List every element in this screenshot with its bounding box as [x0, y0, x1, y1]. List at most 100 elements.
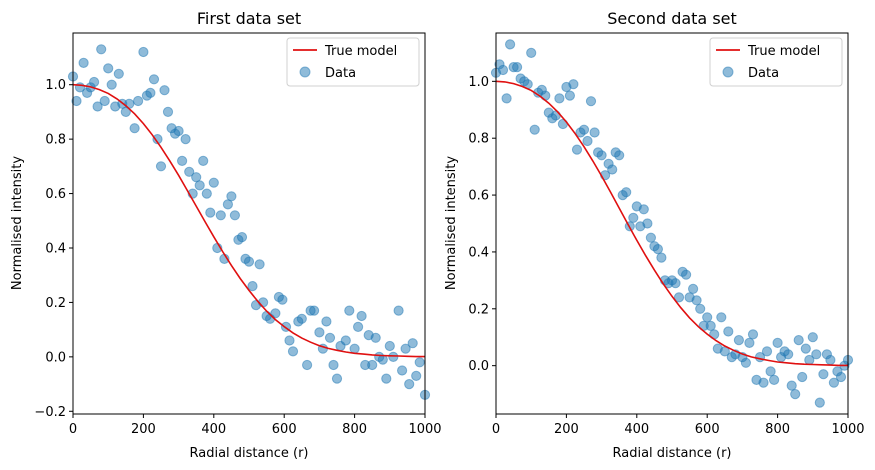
data-point-37 [621, 187, 632, 198]
data-point-66 [309, 305, 320, 316]
data-point-45 [229, 210, 240, 221]
chart-title: First data set [197, 9, 301, 28]
data-point-3 [501, 93, 512, 104]
legend: True model Data [709, 37, 843, 87]
data-point-79 [769, 374, 780, 385]
y-tick-label: 0.2 [468, 302, 489, 317]
data-point-25 [159, 85, 170, 96]
data-point-51 [670, 278, 681, 289]
x-tick-label: 0 [492, 422, 500, 437]
data-point-66 [723, 326, 734, 337]
data-point-38 [205, 207, 216, 218]
data-point-92 [814, 397, 825, 408]
data-point-13 [113, 68, 124, 79]
data-point-26 [582, 135, 593, 147]
x-tick-label: 200 [554, 422, 579, 437]
data-point-56 [270, 308, 281, 319]
data-point-10 [103, 63, 114, 74]
data-point-88 [800, 343, 811, 354]
data-point-41 [215, 210, 226, 221]
data-point-91 [811, 349, 822, 360]
x-tick-label: 600 [272, 422, 297, 437]
data-point-1 [71, 95, 82, 107]
data-point-87 [388, 351, 399, 362]
legend-data-label: Data [748, 66, 779, 81]
y-tick-label: 1.0 [468, 75, 489, 90]
data-point-69 [733, 335, 745, 346]
y-tick-label: 0.2 [45, 296, 66, 311]
data-point-22 [148, 74, 160, 85]
x-tick-label: 800 [765, 422, 790, 437]
data-point-56 [688, 283, 699, 294]
data-point-58 [277, 294, 288, 305]
y-axis: −0.2 0.0 0.2 0.4 0.6 0.8 1.0 [34, 78, 73, 420]
data-point-18 [133, 95, 144, 107]
data-point-49 [243, 256, 255, 267]
x-tick-label: 1000 [408, 422, 441, 437]
legend-box [709, 37, 843, 87]
data-point-44 [226, 191, 237, 202]
data-point-57 [691, 295, 702, 306]
data-point-31 [180, 134, 191, 145]
data-point-54 [681, 269, 692, 280]
y-tick-label: 1.0 [45, 78, 66, 93]
data-point-39 [628, 212, 639, 223]
legend-box [286, 37, 420, 87]
data-point-24 [155, 161, 167, 172]
plot-frame [495, 32, 849, 415]
data-point-4 [505, 39, 516, 50]
data-point-28 [589, 127, 600, 138]
data-point-77 [761, 346, 773, 357]
data-point-8 [96, 44, 107, 55]
data-point-63 [296, 313, 307, 324]
data-point-46 [652, 244, 664, 255]
data-point-86 [793, 335, 804, 346]
data-point-85 [381, 373, 392, 384]
y-tick-label: 0.0 [45, 350, 66, 365]
data-point-95 [825, 354, 836, 366]
data-point-74 [340, 335, 351, 346]
data-point-30 [177, 155, 188, 166]
data-point-93 [411, 370, 422, 381]
data-point-61 [705, 320, 716, 331]
data-point-9 [99, 95, 110, 107]
data-point-70 [324, 332, 336, 343]
data-point-42 [638, 204, 649, 215]
x-tick-label: 800 [342, 422, 367, 437]
data-point-30 [596, 150, 607, 161]
data-point-35 [194, 180, 205, 191]
data-point-92 [407, 338, 418, 349]
data-point-47 [656, 252, 667, 263]
y-axis: 0.0 0.2 0.4 0.6 0.8 1.0 [468, 75, 496, 374]
data-point-21 [145, 87, 156, 99]
data-point-26 [162, 106, 174, 118]
series-true-model-line [72, 83, 425, 358]
y-tick-label: 0.4 [45, 241, 66, 256]
data-point-35 [614, 150, 625, 161]
data-point-14 [540, 90, 551, 101]
data-point-76 [349, 343, 360, 354]
data-point-43 [642, 218, 653, 229]
data-point-90 [807, 332, 818, 343]
data-point-71 [740, 357, 752, 368]
data-point-72 [744, 337, 755, 348]
y-axis-label: Normalised intensity [444, 156, 459, 290]
x-axis: 0 200 400 600 800 1000 [492, 414, 865, 437]
data-point-29 [173, 125, 184, 137]
data-point-58 [695, 303, 706, 314]
data-point-85 [790, 389, 801, 400]
legend: True model Data [286, 37, 420, 87]
data-point-39 [208, 177, 219, 188]
data-point-91 [404, 379, 415, 390]
data-point-17 [129, 123, 140, 134]
data-point-94 [414, 357, 425, 368]
panel-first-data-set: First data set 0 200 400 600 800 1000 −0.2 0.0… [10, 9, 442, 461]
data-point-72 [331, 373, 343, 384]
data-point-25 [578, 124, 590, 135]
data-point-71 [328, 359, 339, 371]
x-tick-label: 1000 [831, 422, 864, 437]
data-point-52 [254, 259, 265, 270]
data-point-96 [828, 377, 840, 388]
x-axis-label: Radial distance (r) [613, 446, 732, 461]
data-point-80 [772, 337, 783, 348]
